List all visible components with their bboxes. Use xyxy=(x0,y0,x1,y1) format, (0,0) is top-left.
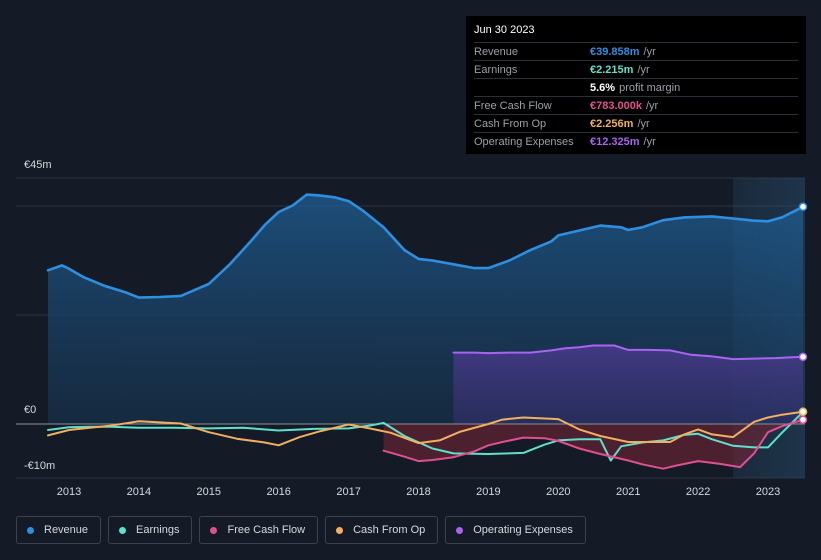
legend-dot-icon xyxy=(27,526,34,534)
series-endpoints xyxy=(798,202,808,424)
y-tick-label: €45m xyxy=(24,159,52,171)
x-tick-label: 2020 xyxy=(546,486,570,498)
legend-dot-icon xyxy=(119,526,127,534)
x-axis: 2013 2014 2015 2016 2017 2018 2019 2020 2021 2022… xyxy=(57,486,781,498)
x-tick-label: 2021 xyxy=(616,486,640,498)
legend: Revenue Earnings Free Cash Flow Cash From O… xyxy=(16,516,593,546)
operating-expenses-area xyxy=(453,345,803,424)
tooltip-unit: /yr xyxy=(643,45,656,58)
legend-item-cash-from-op[interactable]: Cash From Op xyxy=(325,516,439,544)
tooltip-unit: /yr xyxy=(643,135,656,148)
free-cash-flow-endpoint xyxy=(798,415,808,424)
tooltip-unit: /yr xyxy=(646,99,659,112)
legend-item-operating-expenses[interactable]: Operating Expenses xyxy=(445,516,586,544)
y-tick-label: €0 xyxy=(24,404,36,416)
x-tick-label: 2014 xyxy=(127,486,151,498)
tooltip-label: Revenue xyxy=(474,45,519,58)
negative-fill xyxy=(383,419,803,469)
tooltip-value: €2.215m xyxy=(590,63,634,76)
tooltip-label: Free Cash Flow xyxy=(474,99,552,112)
area-fills xyxy=(48,194,803,424)
legend-item-earnings[interactable]: Earnings xyxy=(108,516,193,544)
series-lines xyxy=(46,193,805,470)
legend-dot-icon xyxy=(456,526,464,534)
tooltip-date: Jun 30 2023 xyxy=(474,24,535,36)
tooltip-row: Earnings €2.215m/yr xyxy=(474,60,798,78)
legend-item-revenue[interactable]: Revenue xyxy=(16,516,102,544)
cash-from-op-endpoint xyxy=(798,407,808,416)
operating-expenses-line xyxy=(452,344,804,361)
cash-from-op-line xyxy=(47,410,804,447)
tooltip-unit: /yr xyxy=(637,63,650,76)
tooltip-value: €12.325m xyxy=(590,135,640,148)
tooltip-row: Free Cash Flow €783.000k/yr xyxy=(474,96,798,114)
legend-label: Operating Expenses xyxy=(473,524,573,536)
revenue-line xyxy=(46,193,805,299)
legend-label: Free Cash Flow xyxy=(227,524,306,536)
tooltip-row: Cash From Op €2.256m/yr xyxy=(474,114,798,132)
legend-dot-icon xyxy=(210,526,218,534)
legend-label: Revenue xyxy=(44,524,89,536)
tooltip-label: Cash From Op xyxy=(474,117,547,130)
y-tick-label: -€10m xyxy=(24,460,55,472)
x-tick-label: 2019 xyxy=(476,486,500,498)
x-tick-label: 2015 xyxy=(197,486,221,498)
free-cash-flow-line xyxy=(382,418,804,470)
x-tick-label: 2018 xyxy=(406,486,430,498)
free-cash-flow-negative-area xyxy=(383,419,803,469)
y-axis: €45m €0 -€10m xyxy=(24,159,55,472)
tooltip-value: €39.858m xyxy=(590,45,640,58)
tooltip-row: Operating Expenses €12.325m/yr xyxy=(474,132,798,150)
legend-dot-icon xyxy=(336,526,344,534)
tooltip-value: €783.000k xyxy=(590,99,642,112)
legend-item-free-cash-flow[interactable]: Free Cash Flow xyxy=(199,516,319,544)
x-tick-label: 2017 xyxy=(336,486,360,498)
tooltip-label: Operating Expenses xyxy=(474,135,574,148)
x-tick-label: 2013 xyxy=(57,486,81,498)
x-tick-label: 2023 xyxy=(756,486,780,498)
tooltip-value: €2.256m xyxy=(590,117,634,130)
tooltip-row: Revenue €39.858m/yr xyxy=(474,42,798,60)
revenue-endpoint xyxy=(798,202,808,212)
tooltip-rows: Revenue €39.858m/yr Earnings €2.215m/yr 5.6%… xyxy=(474,42,798,150)
tooltip-label: Earnings xyxy=(474,63,518,76)
legend-label: Cash From Op xyxy=(353,524,426,536)
tooltip-unit: profit margin xyxy=(619,81,681,94)
operating-expenses-endpoint xyxy=(798,352,808,362)
tooltip-value: 5.6% xyxy=(590,81,616,94)
earnings-line xyxy=(47,410,804,462)
tooltip: Jun 30 2023 Revenue €39.858m/yr Earnings €2… xyxy=(466,16,806,154)
x-tick-label: 2022 xyxy=(686,486,710,498)
x-tick-label: 2016 xyxy=(266,486,290,498)
tooltip-row: 5.6% profit margin xyxy=(474,78,798,96)
legend-label: Earnings xyxy=(136,524,180,536)
tooltip-unit: /yr xyxy=(637,117,650,130)
